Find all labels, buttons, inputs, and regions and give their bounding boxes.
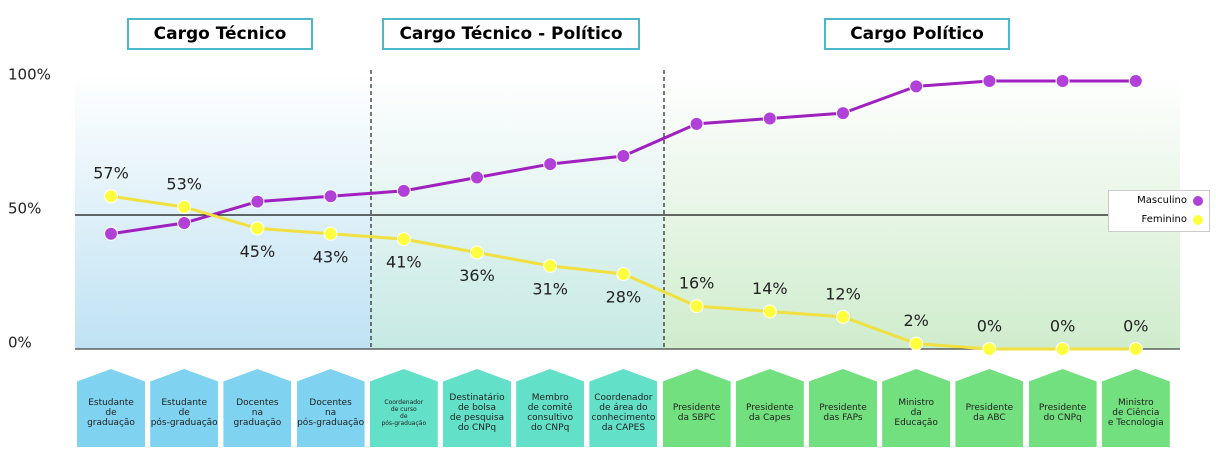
legend-label: Masculino <box>1137 195 1187 206</box>
y-tick-label: 100% <box>8 66 51 84</box>
point <box>396 232 411 247</box>
point <box>836 309 850 324</box>
x-tick-label: Docentes na graduação <box>223 369 292 447</box>
x-tick-label: Presidente da Capes <box>735 369 804 447</box>
point <box>909 336 924 351</box>
point <box>396 183 411 198</box>
y-tick-label: 50% <box>8 200 41 218</box>
x-tick-label: Membro de comitê consultivo do CNPq <box>516 369 585 447</box>
data-label: 57% <box>93 164 129 183</box>
x-tick-label: Estudante de graduação <box>77 369 145 447</box>
data-label: 0% <box>1050 317 1075 336</box>
section-header: Cargo Técnico - Político <box>382 18 640 50</box>
point <box>177 199 192 214</box>
point <box>616 149 631 164</box>
legend: Masculino Feminino <box>1108 190 1210 232</box>
x-tick-label: Presidente da ABC <box>955 369 1024 447</box>
point <box>250 221 265 236</box>
data-label: 0% <box>977 317 1002 336</box>
point <box>104 189 118 204</box>
legend-item: Masculino <box>1109 191 1209 210</box>
point <box>1128 74 1143 88</box>
legend-swatch <box>1193 214 1203 225</box>
data-label: 36% <box>459 266 495 285</box>
y-tick-label: 0% <box>8 334 32 352</box>
data-label: 0% <box>1123 317 1148 336</box>
data-label: 43% <box>313 247 349 266</box>
point <box>1055 342 1070 356</box>
x-tick-label: Ministro da Educação <box>882 369 951 447</box>
section-header: Cargo Político <box>824 18 1010 50</box>
point <box>177 216 192 231</box>
data-label: 28% <box>606 287 642 306</box>
data-label: 53% <box>166 174 202 193</box>
legend-label: Feminino <box>1141 214 1187 225</box>
data-label: 16% <box>679 274 715 293</box>
point <box>762 111 777 126</box>
x-tick-label: Coordenador de curso de pós-graduação <box>369 369 438 447</box>
point <box>762 304 777 319</box>
legend-swatch <box>1193 195 1203 206</box>
section-bg <box>371 75 664 349</box>
point <box>543 157 558 172</box>
point <box>909 79 924 94</box>
point <box>616 266 631 281</box>
data-label: 2% <box>904 311 929 330</box>
x-tick-label: Presidente da SBPC <box>662 369 731 447</box>
x-tick-label: Presidente das FAPs <box>809 369 877 447</box>
x-tick-label: Destinatário de bolsa de pesquisa do CNP… <box>443 369 511 447</box>
x-tick-label: Coordenador de área do conhecimento da C… <box>589 369 658 447</box>
point <box>689 299 704 314</box>
legend-item: Feminino <box>1109 210 1209 229</box>
point <box>1055 74 1070 88</box>
x-tick-label: Presidente do CNPq <box>1028 369 1097 447</box>
data-label: 14% <box>752 279 788 298</box>
data-label: 45% <box>240 242 276 261</box>
point <box>1128 342 1143 356</box>
point <box>470 245 484 260</box>
section-header: Cargo Técnico <box>127 18 313 50</box>
point <box>323 189 338 204</box>
data-label: 41% <box>386 253 422 272</box>
point <box>689 116 704 131</box>
point <box>543 258 558 273</box>
point <box>982 342 997 356</box>
point <box>250 194 265 209</box>
x-tick-label: Docentes na pós-graduação <box>296 369 365 447</box>
point <box>982 74 997 88</box>
point <box>104 226 118 241</box>
point <box>470 170 484 185</box>
x-tick-label: Ministro de Ciência e Tecnologia <box>1101 369 1170 447</box>
point <box>836 106 850 121</box>
x-tick-label: Estudante de pós-graduação <box>150 369 219 447</box>
point <box>323 226 338 241</box>
data-label: 12% <box>825 284 861 303</box>
data-label: 31% <box>532 279 568 298</box>
